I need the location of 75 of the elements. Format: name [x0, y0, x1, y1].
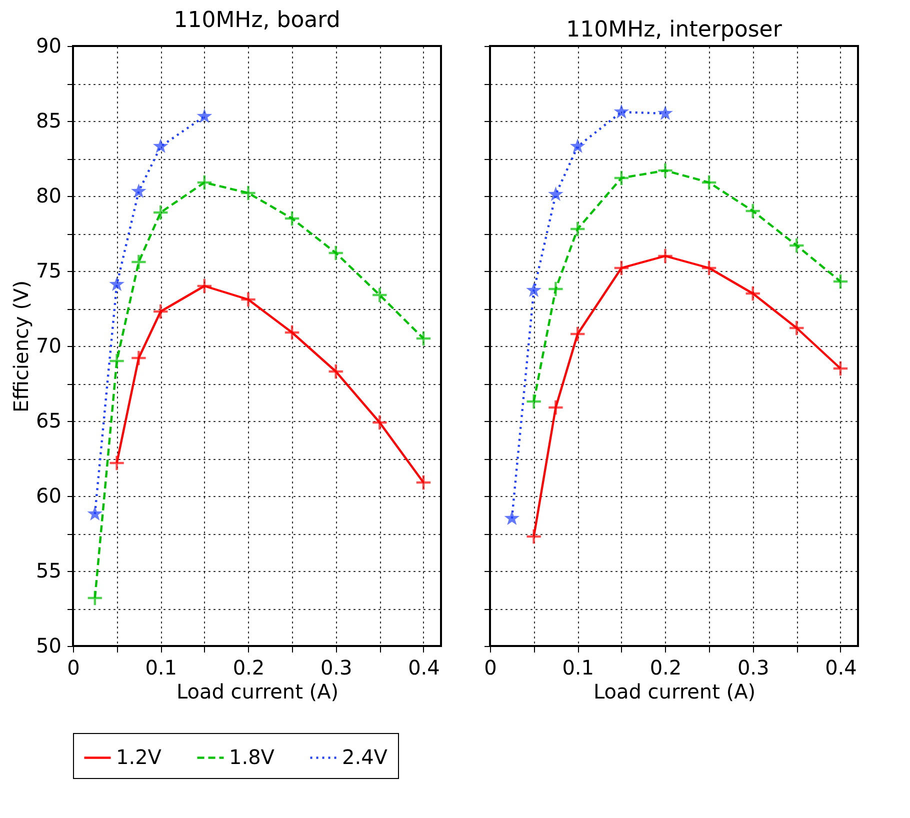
point [196, 108, 212, 124]
point [108, 454, 125, 472]
point [570, 138, 586, 154]
y-tick-label: 70 [36, 334, 62, 358]
point [657, 248, 674, 264]
y-tick-label: 75 [36, 258, 62, 282]
point [86, 590, 104, 606]
point [526, 282, 542, 298]
point [832, 273, 849, 290]
y-axis-title: Efficiency (V) [9, 280, 34, 412]
point [700, 174, 718, 191]
point [196, 174, 213, 191]
y-tick-label: 55 [36, 558, 62, 582]
point [240, 184, 256, 202]
chart-title: 110MHz, interposer [566, 18, 783, 42]
point [613, 170, 630, 186]
point [700, 260, 718, 276]
x-tick-label: 0.1 [145, 656, 178, 680]
x-axis-title: Load current (A) [176, 680, 339, 704]
point [548, 186, 564, 202]
point [108, 352, 125, 370]
point [569, 326, 586, 342]
point [415, 330, 432, 347]
point [788, 320, 805, 336]
point [240, 291, 256, 308]
point [788, 237, 805, 254]
point [526, 393, 542, 410]
point [109, 276, 124, 292]
point [371, 414, 388, 431]
point [504, 510, 520, 526]
x-tick-label: 0.2 [650, 656, 682, 680]
point [152, 204, 169, 221]
legend-label: 1.8V [229, 744, 275, 769]
y-tick-label: 80 [36, 184, 62, 208]
x-tick-label: 0.2 [232, 656, 265, 680]
point [131, 183, 146, 198]
point [130, 254, 147, 270]
point [284, 210, 300, 227]
point [196, 278, 213, 294]
point [744, 285, 762, 302]
y-tick-label: 65 [36, 408, 62, 432]
x-tick-label: 0.3 [737, 656, 770, 680]
legend-label: 2.4V [342, 744, 388, 769]
y-tick-label: 90 [36, 34, 62, 58]
point [526, 528, 542, 545]
x-tick-label: 0 [484, 656, 497, 680]
point [548, 399, 564, 416]
point [569, 220, 586, 238]
point [152, 138, 168, 154]
point [614, 104, 630, 119]
y-tick-label: 60 [36, 484, 62, 508]
point [87, 506, 103, 521]
point [832, 360, 849, 377]
y-tick-label: 85 [36, 108, 62, 132]
point [328, 363, 344, 380]
point [613, 260, 630, 276]
legend-label: 1.2V [116, 744, 162, 769]
x-tick-label: 0 [67, 656, 80, 680]
x-tick-label: 0.3 [320, 656, 352, 680]
point [152, 303, 169, 320]
x-tick-label: 0.4 [408, 656, 440, 680]
x-tick-label: 0.4 [825, 656, 857, 680]
chart-title: 110MHz, board [174, 8, 340, 33]
point [548, 280, 564, 298]
y-tick-label: 50 [36, 634, 62, 658]
point [328, 244, 344, 262]
point [744, 202, 762, 220]
point [284, 324, 300, 341]
x-tick-label: 0.1 [562, 656, 594, 680]
point [657, 162, 674, 179]
x-axis-title: Load current (A) [593, 680, 756, 704]
point [415, 474, 432, 491]
point [658, 105, 673, 120]
point [130, 350, 147, 366]
point [371, 286, 388, 304]
